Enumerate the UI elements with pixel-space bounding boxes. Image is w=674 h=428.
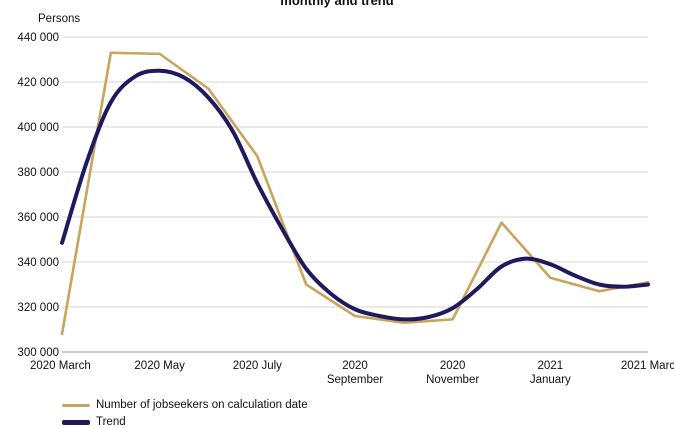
x-tick-label: September	[327, 374, 383, 386]
x-tick-label: 2021	[538, 360, 564, 372]
legend-label-trend: Trend	[96, 416, 126, 428]
x-tick-label: 2020 July	[233, 360, 282, 372]
x-tick-label: 2020 March	[30, 360, 91, 372]
legend-item-trend: Trend	[62, 416, 126, 428]
y-tick-label: 300 000	[17, 347, 59, 359]
y-tick-label: 340 000	[17, 257, 59, 269]
y-tick-labels: 300 000 320 000 340 000 360 000 380 000 400 0…	[17, 32, 59, 359]
y-tick-label: 400 000	[17, 122, 59, 134]
y-axis-label: Persons	[38, 13, 80, 25]
x-tick-label: November	[426, 374, 479, 386]
series-line-jobseekers	[60, 51, 650, 336]
y-tick-label: 360 000	[17, 212, 59, 224]
x-tick-label: 2020	[440, 360, 466, 372]
grid	[62, 36, 648, 353]
legend-label-jobseekers: Number of jobseekers on calculation date	[96, 399, 308, 411]
x-tick-label: 2021 Marc	[621, 360, 674, 372]
legend-item-jobseekers: Number of jobseekers on calculation date	[62, 399, 308, 411]
legend-swatch-jobseekers	[62, 403, 90, 407]
chart-title: monthly and trend	[280, 0, 394, 8]
x-tick-label: January	[530, 374, 571, 386]
y-tick-label: 420 000	[17, 77, 59, 89]
x-tick-labels: 2020 March 2020 May 2020 July 2020 September…	[30, 360, 674, 386]
y-tick-label: 320 000	[17, 302, 59, 314]
series-layer	[60, 51, 650, 336]
x-tick-label: 2020	[342, 360, 368, 372]
x-tick-label: 2020 May	[134, 360, 185, 372]
y-tick-label: 440 000	[17, 32, 59, 44]
series-line-trend	[60, 68, 650, 322]
y-tick-label: 380 000	[17, 167, 59, 179]
legend-swatch-trend	[62, 419, 90, 425]
